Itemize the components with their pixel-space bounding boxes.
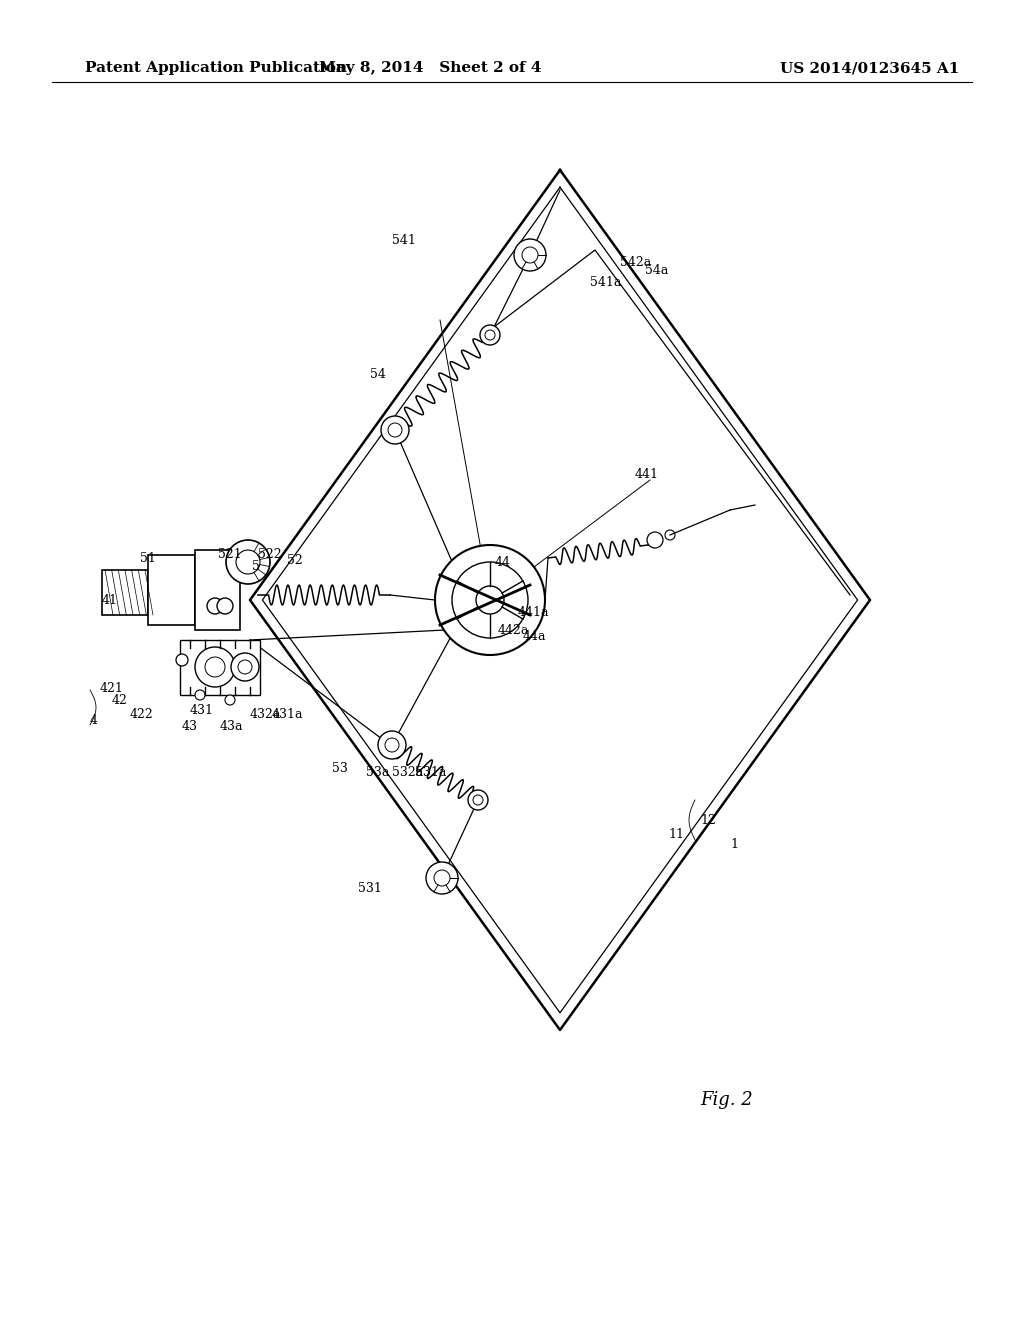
Text: 431: 431 (190, 704, 214, 717)
Circle shape (480, 325, 500, 345)
Circle shape (473, 795, 483, 805)
Circle shape (388, 422, 402, 437)
Text: 542a: 542a (620, 256, 651, 268)
Text: 4: 4 (90, 714, 98, 726)
Text: 54: 54 (370, 367, 386, 380)
Circle shape (452, 562, 528, 638)
Text: 531: 531 (358, 882, 382, 895)
Text: 442a: 442a (498, 623, 529, 636)
Text: 44: 44 (495, 557, 511, 569)
Text: 1: 1 (730, 838, 738, 851)
Circle shape (378, 731, 406, 759)
Text: US 2014/0123645 A1: US 2014/0123645 A1 (780, 61, 959, 75)
Text: 53a: 53a (366, 766, 389, 779)
Circle shape (195, 690, 205, 700)
Circle shape (226, 540, 270, 583)
Text: 432a: 432a (250, 709, 282, 722)
Circle shape (225, 696, 234, 705)
Circle shape (476, 586, 504, 614)
Circle shape (647, 532, 663, 548)
Text: 521: 521 (218, 548, 242, 561)
Text: 44a: 44a (523, 630, 547, 643)
Text: 11: 11 (668, 829, 684, 842)
Circle shape (385, 738, 399, 752)
Text: Patent Application Publication: Patent Application Publication (85, 61, 347, 75)
Text: 54a: 54a (645, 264, 669, 276)
Circle shape (231, 653, 259, 681)
Circle shape (236, 550, 260, 574)
Text: 43: 43 (182, 719, 198, 733)
Polygon shape (180, 640, 260, 696)
Text: 541a: 541a (590, 276, 622, 289)
Circle shape (435, 545, 545, 655)
Text: 421: 421 (100, 681, 124, 694)
Text: 41: 41 (102, 594, 118, 606)
Text: 43a: 43a (220, 719, 244, 733)
Circle shape (176, 653, 188, 667)
Text: Fig. 2: Fig. 2 (700, 1092, 753, 1109)
Circle shape (485, 330, 495, 341)
Text: 12: 12 (700, 813, 716, 826)
Polygon shape (195, 550, 240, 630)
Text: 5: 5 (252, 560, 260, 573)
Circle shape (238, 660, 252, 675)
Text: 532a: 532a (392, 766, 423, 779)
Text: 522: 522 (258, 548, 282, 561)
Circle shape (468, 789, 488, 810)
Text: 53: 53 (332, 762, 348, 775)
Text: 422: 422 (130, 709, 154, 722)
Circle shape (195, 647, 234, 686)
Circle shape (426, 862, 458, 894)
Polygon shape (102, 570, 148, 615)
Text: 441: 441 (635, 467, 659, 480)
Circle shape (514, 239, 546, 271)
Text: 52: 52 (287, 553, 303, 566)
Polygon shape (148, 554, 195, 624)
Circle shape (217, 598, 233, 614)
Text: 541: 541 (392, 234, 416, 247)
Circle shape (381, 416, 409, 444)
Text: 42: 42 (112, 693, 128, 706)
Text: 441a: 441a (518, 606, 550, 619)
Circle shape (522, 247, 538, 263)
Circle shape (665, 531, 675, 540)
Circle shape (207, 598, 223, 614)
Text: May 8, 2014   Sheet 2 of 4: May 8, 2014 Sheet 2 of 4 (318, 61, 542, 75)
Text: 531a: 531a (415, 766, 446, 779)
Text: 431a: 431a (272, 709, 303, 722)
Text: 51: 51 (140, 552, 156, 565)
Circle shape (205, 657, 225, 677)
Circle shape (434, 870, 450, 886)
